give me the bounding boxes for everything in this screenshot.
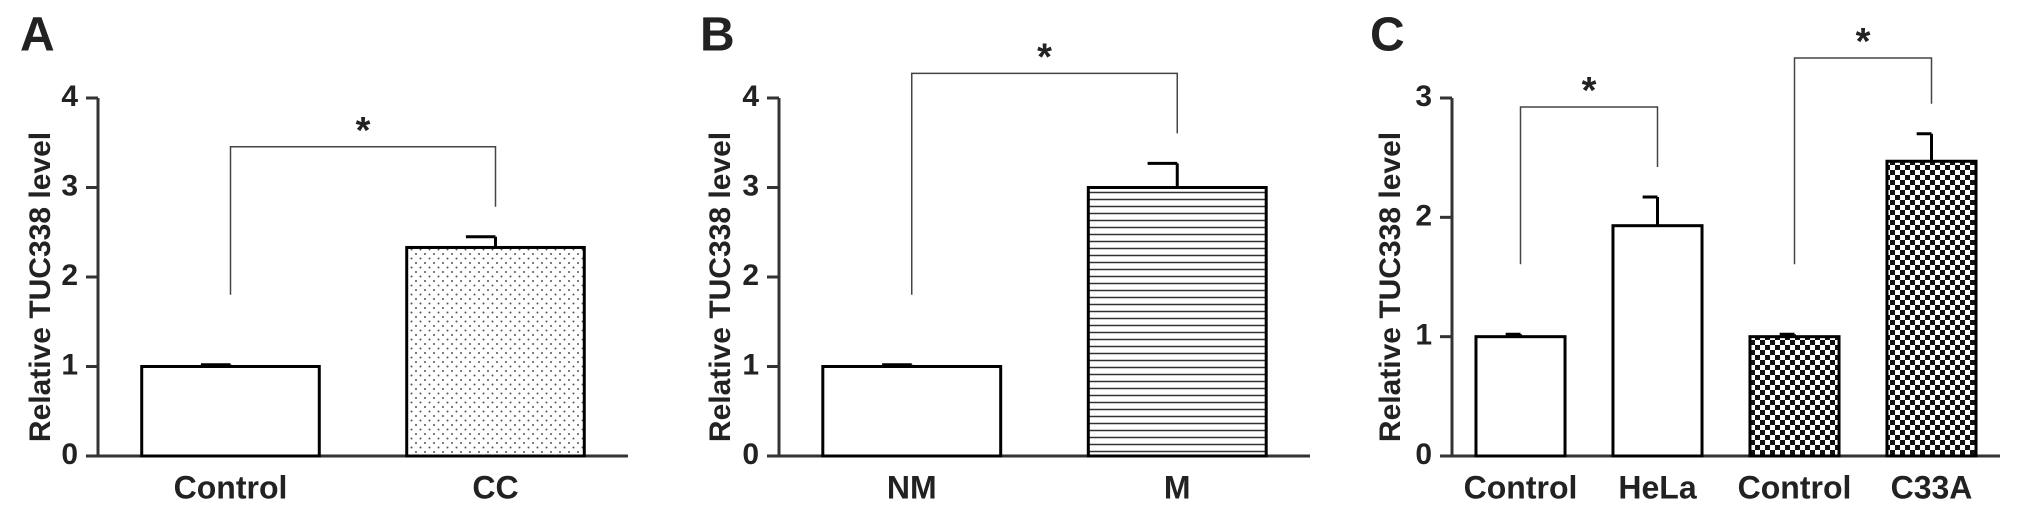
x-tick-label: M	[1164, 469, 1191, 505]
y-tick-label: 3	[61, 169, 78, 202]
bar	[405, 245, 586, 458]
bar	[821, 365, 1003, 458]
significance-bracket	[1793, 57, 1933, 265]
panel-label: B	[700, 9, 735, 62]
panel-label: A	[20, 9, 55, 62]
x-tick-label: NM	[887, 469, 937, 505]
significance-marker: *	[1582, 70, 1597, 112]
y-tick-label: 2	[742, 259, 759, 292]
y-tick-label: 0	[1415, 438, 1432, 471]
y-tick-label: 2	[61, 259, 78, 292]
y-tick-label: 3	[1415, 80, 1432, 113]
y-axis-label: Relative TUC338 level	[1374, 132, 1407, 442]
x-tick-label: Control	[174, 469, 288, 505]
y-tick-label: 1	[61, 348, 78, 381]
y-tick-label: 0	[61, 438, 78, 471]
bar	[1086, 186, 1268, 458]
error-bar	[200, 363, 232, 367]
significance-bracket	[911, 72, 1178, 295]
y-tick-label: 0	[742, 438, 759, 471]
y-tick-label: 3	[742, 169, 759, 202]
error-bar	[1505, 332, 1522, 337]
x-tick-label: Control	[1738, 469, 1852, 505]
y-axis-label: Relative TUC338 level	[704, 132, 737, 442]
error-bar	[1642, 195, 1659, 226]
bar	[140, 365, 321, 458]
error-bar	[882, 363, 914, 367]
y-tick-label: 2	[1415, 199, 1432, 232]
x-tick-label: C33A	[1891, 469, 1973, 505]
x-tick-label: Control	[1464, 469, 1578, 505]
error-bar	[1916, 132, 1933, 162]
error-bar	[1147, 161, 1179, 188]
significance-bracket	[229, 145, 497, 295]
bar	[1885, 159, 1978, 458]
panel-label: C	[1370, 9, 1405, 62]
x-tick-label: HeLa	[1618, 469, 1696, 505]
significance-marker: *	[356, 110, 371, 152]
y-tick-label: 4	[61, 80, 78, 113]
bar	[1611, 224, 1704, 458]
y-tick-label: 4	[742, 80, 759, 113]
y-tick-label: 1	[1415, 319, 1432, 352]
bar	[1474, 335, 1567, 458]
significance-marker: *	[1856, 21, 1871, 63]
y-tick-label: 1	[742, 348, 759, 381]
significance-marker: *	[1037, 36, 1052, 78]
significance-bracket	[1519, 106, 1659, 265]
y-axis-label: Relative TUC338 level	[24, 132, 57, 442]
error-bar	[1779, 332, 1796, 337]
error-bar	[465, 235, 497, 248]
x-tick-label: CC	[472, 469, 518, 505]
bar	[1748, 335, 1841, 458]
